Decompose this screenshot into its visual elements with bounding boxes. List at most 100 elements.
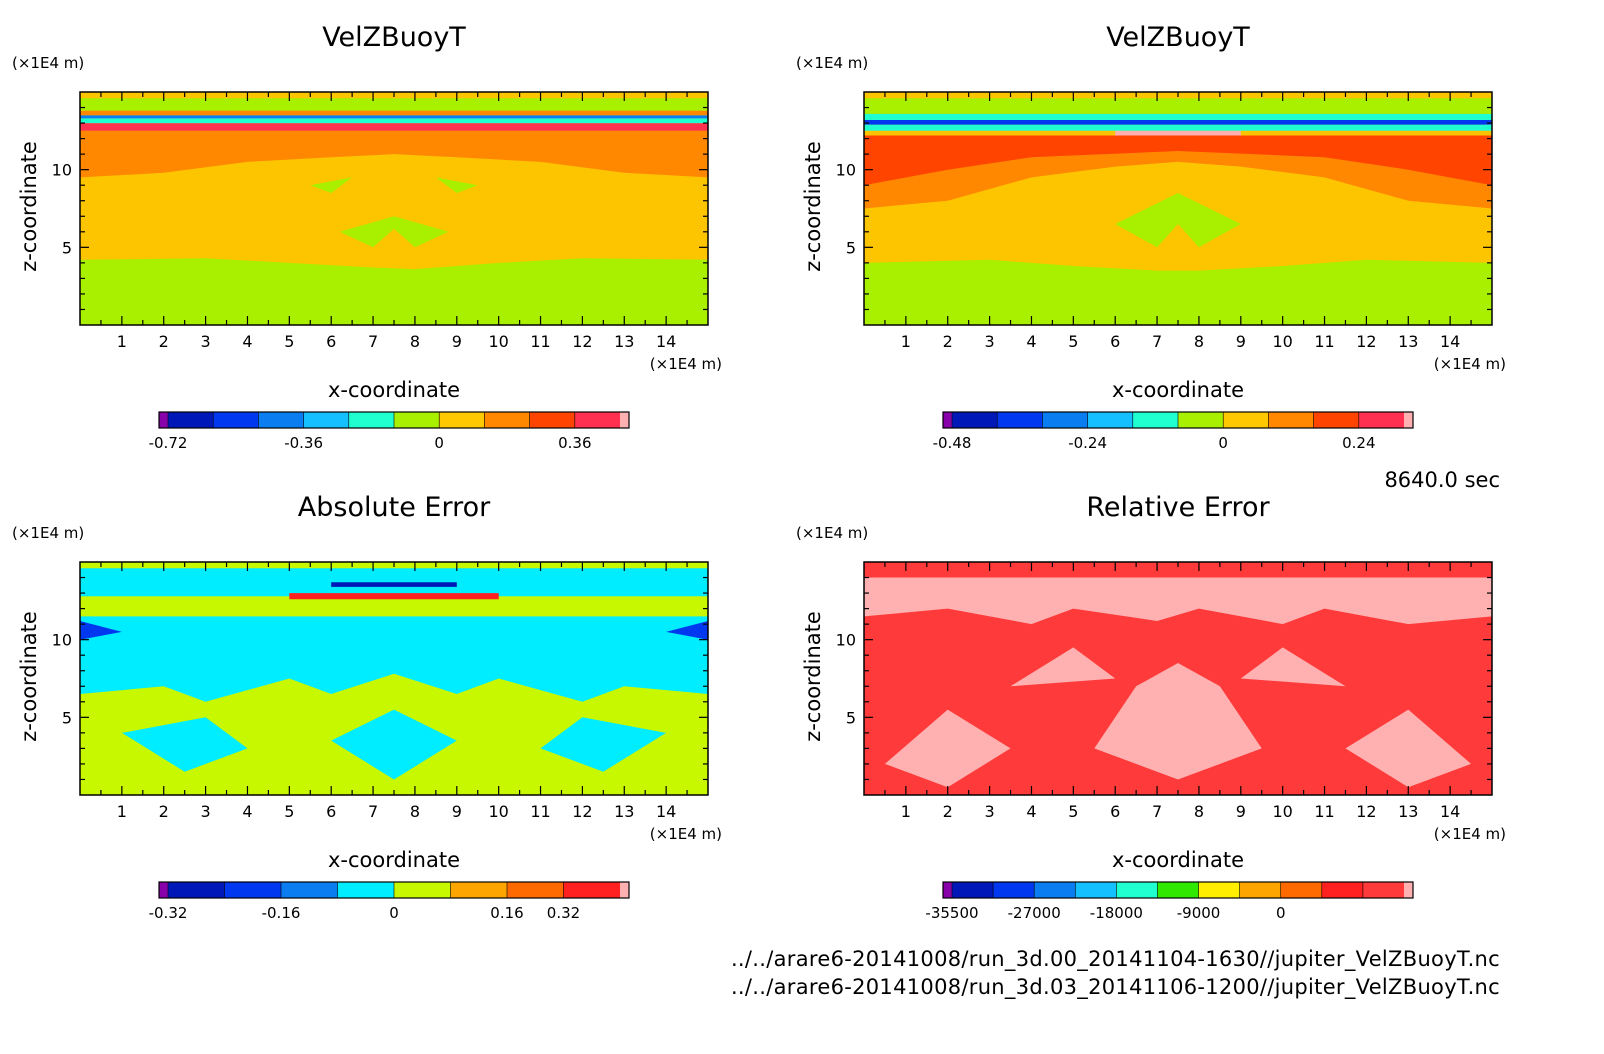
contour-region: [80, 115, 708, 119]
contour-region: [864, 98, 1492, 114]
contour-region: [864, 259, 1492, 325]
colorbar-swatch: [1178, 412, 1224, 428]
colorbar-swatch: [1042, 412, 1089, 428]
contour-field: [80, 562, 708, 795]
colorbar-label: -0.24: [1068, 434, 1107, 452]
y-unit-label: (×1E4 m): [796, 524, 868, 542]
file-path-2: ../../arare6-20141008/run_3d.03_20141106…: [730, 975, 1500, 999]
chart-panel-4: Relative Error(×1E4 m)1 2 3 4 5 6 7 8 9 10 11 12 13 1…: [796, 492, 1506, 922]
y-axis-label: z-coordinate: [801, 141, 825, 272]
x-tick-label: 11: [1314, 332, 1334, 351]
y-tick-label: 10: [52, 631, 72, 650]
colorbar: -35500 -27000 -18000 -9000 0: [925, 881, 1414, 922]
contour-field: [864, 562, 1492, 795]
colorbar-swatch: [348, 412, 395, 428]
contour-field: [864, 92, 1492, 325]
colorbar-swatch: [281, 882, 338, 898]
x-tick-label: 4: [1026, 332, 1036, 351]
colorbar-swatch: [1034, 882, 1076, 898]
chart-title: VelZBuoyT: [1106, 22, 1250, 53]
x-unit-label: (×1E4 m): [1434, 355, 1506, 373]
colorbar-label: -35500: [925, 904, 978, 922]
x-tick-label: 5: [284, 332, 294, 351]
contour-region: [121, 717, 248, 772]
colorbar-swatch: [563, 882, 621, 898]
contour-region: [864, 124, 1492, 131]
x-tick-label: 3: [985, 802, 995, 821]
x-tick-label: 1: [901, 802, 911, 821]
x-tick-label: 13: [1398, 802, 1418, 821]
y-axis-label: z-coordinate: [801, 611, 825, 742]
colorbar-label: 0.32: [547, 904, 580, 922]
x-tick-label: 14: [1440, 802, 1460, 821]
colorbar-swatch: [394, 882, 451, 898]
x-tick-label: 9: [452, 802, 462, 821]
x-tick-label: 2: [943, 802, 953, 821]
colorbar-swatch: [394, 412, 440, 428]
colorbar-label: -0.72: [149, 434, 188, 452]
x-tick-label: 2: [159, 802, 169, 821]
x-tick-label: 7: [368, 332, 378, 351]
contour-region: [1345, 709, 1472, 788]
x-tick-label: 9: [1236, 332, 1246, 351]
x-tick-label: 14: [656, 332, 676, 351]
x-tick-label: 13: [614, 332, 634, 351]
x-tick-label: 11: [1314, 802, 1334, 821]
x-tick-label: 10: [1272, 802, 1292, 821]
contour-region: [864, 577, 1492, 625]
colorbar-label: 0.36: [558, 434, 591, 452]
colorbar-label: -0.48: [933, 434, 972, 452]
colorbar-swatch: [620, 412, 630, 428]
colorbar-swatch: [1404, 882, 1414, 898]
colorbar-swatch: [439, 412, 485, 428]
x-tick-label: 6: [326, 332, 336, 351]
colorbar-swatch: [943, 882, 953, 898]
y-tick-label: 5: [62, 708, 72, 727]
colorbar-frame: [942, 881, 1414, 899]
contour-region: [1240, 647, 1346, 687]
colorbar-swatch: [993, 882, 1035, 898]
colorbar-swatch: [168, 882, 225, 898]
x-axis-label: x-coordinate: [1112, 378, 1244, 402]
x-tick-label: 7: [368, 802, 378, 821]
colorbar-swatch: [337, 882, 395, 898]
x-tick-label: 3: [201, 332, 211, 351]
colorbar-label: 0.16: [490, 904, 523, 922]
colorbar-swatch: [1239, 882, 1282, 898]
contour-region: [80, 110, 708, 116]
contour-region: [435, 177, 478, 193]
x-axis-label: x-coordinate: [328, 848, 460, 872]
contour-region: [884, 709, 1011, 788]
chart-panel-1: VelZBuoyT(×1E4 m)1 2 3 4 5 6 7 8 9 10 11 12 13 14510(…: [12, 22, 722, 452]
y-tick-label: 5: [846, 238, 856, 257]
colorbar-label: 0: [434, 434, 444, 452]
x-tick-label: 3: [201, 802, 211, 821]
x-tick-label: 10: [488, 802, 508, 821]
colorbar-swatch: [224, 882, 282, 898]
x-tick-label: 12: [1356, 802, 1376, 821]
x-tick-label: 8: [410, 802, 420, 821]
colorbar-swatch: [159, 882, 169, 898]
contour-region: [80, 258, 708, 325]
y-tick-label: 10: [52, 161, 72, 180]
colorbar-swatch: [1404, 412, 1414, 428]
colorbar: -0.32 -0.16 0 0.16 0.32: [149, 881, 630, 922]
chart-title: Absolute Error: [298, 492, 491, 523]
y-tick-label: 10: [836, 631, 856, 650]
colorbar-label: -9000: [1177, 904, 1221, 922]
x-tick-label: 4: [242, 332, 252, 351]
x-tick-label: 14: [1440, 332, 1460, 351]
x-tick-label: 1: [901, 332, 911, 351]
colorbar-swatch: [450, 882, 508, 898]
colorbar-swatch: [1132, 412, 1179, 428]
colorbar-label: -18000: [1090, 904, 1143, 922]
x-tick-label: 1: [117, 332, 127, 351]
colorbar-swatch: [1223, 412, 1269, 428]
colorbar-swatch: [1362, 882, 1405, 898]
colorbar-label: 0: [1218, 434, 1228, 452]
x-tick-label: 4: [1026, 802, 1036, 821]
file-path-1: ../../arare6-20141008/run_3d.00_20141104…: [730, 947, 1500, 971]
x-tick-label: 8: [1194, 802, 1204, 821]
x-tick-label: 9: [452, 332, 462, 351]
contour-region: [666, 621, 708, 640]
